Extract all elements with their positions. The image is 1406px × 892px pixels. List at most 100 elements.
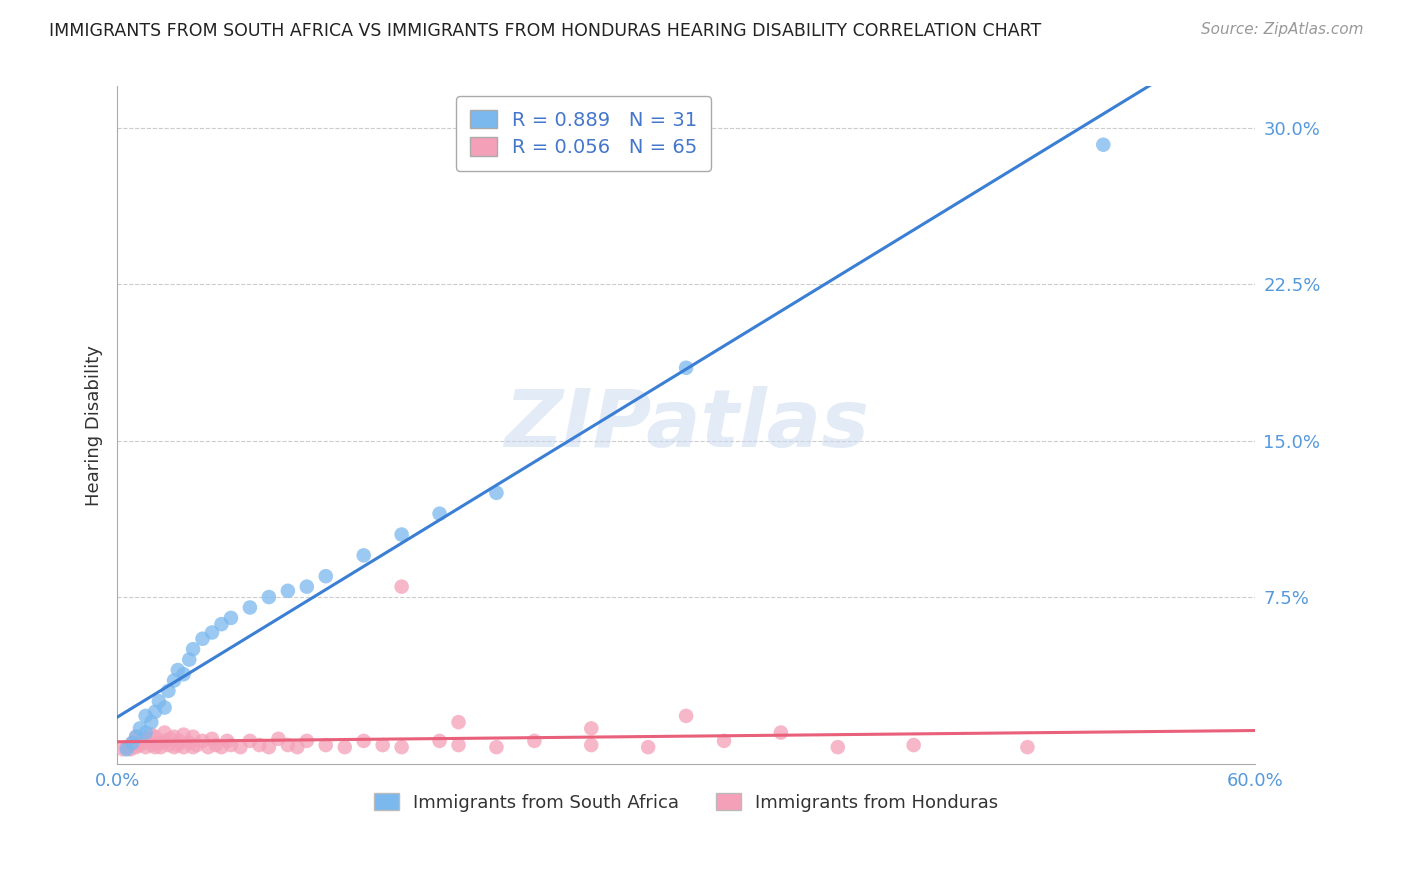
Point: [523, 734, 546, 748]
Point: [181, 740, 204, 755]
Text: ZIPatlas: ZIPatlas: [503, 386, 869, 464]
Point: [125, 730, 148, 744]
Point: [163, 740, 186, 755]
Point: [371, 738, 394, 752]
Point: [277, 738, 299, 752]
Point: [179, 736, 201, 750]
Legend: Immigrants from South Africa, Immigrants from Honduras: Immigrants from South Africa, Immigrants…: [363, 782, 1010, 822]
Point: [115, 742, 138, 756]
Point: [257, 590, 280, 604]
Point: [295, 580, 318, 594]
Point: [167, 738, 190, 752]
Point: [391, 740, 413, 755]
Point: [129, 738, 152, 752]
Point: [143, 740, 166, 755]
Point: [267, 731, 290, 746]
Point: [111, 742, 134, 756]
Point: [197, 740, 219, 755]
Point: [153, 734, 176, 748]
Point: [204, 738, 226, 752]
Point: [141, 728, 163, 742]
Y-axis label: Hearing Disability: Hearing Disability: [86, 344, 103, 506]
Text: Source: ZipAtlas.com: Source: ZipAtlas.com: [1201, 22, 1364, 37]
Point: [257, 740, 280, 755]
Point: [181, 642, 204, 657]
Point: [391, 580, 413, 594]
Point: [211, 617, 233, 632]
Point: [485, 486, 508, 500]
Point: [1092, 137, 1115, 152]
Point: [239, 734, 262, 748]
Point: [141, 738, 163, 752]
Text: IMMIGRANTS FROM SOUTH AFRICA VS IMMIGRANTS FROM HONDURAS HEARING DISABILITY CORR: IMMIGRANTS FROM SOUTH AFRICA VS IMMIGRAN…: [49, 22, 1042, 40]
Point: [229, 740, 252, 755]
Point: [186, 738, 208, 752]
Point: [447, 715, 470, 730]
Point: [149, 740, 172, 755]
Point: [217, 734, 239, 748]
Point: [713, 734, 735, 748]
Point: [121, 736, 143, 750]
Point: [581, 738, 603, 752]
Point: [675, 360, 697, 375]
Point: [129, 722, 152, 736]
Point: [157, 684, 180, 698]
Point: [581, 722, 603, 736]
Point: [191, 632, 214, 646]
Point: [239, 600, 262, 615]
Point: [353, 734, 375, 748]
Point: [201, 731, 224, 746]
Point: [163, 673, 186, 688]
Point: [295, 734, 318, 748]
Point: [1017, 740, 1039, 755]
Point: [903, 738, 925, 752]
Point: [181, 730, 204, 744]
Point: [143, 730, 166, 744]
Point: [485, 740, 508, 755]
Point: [179, 652, 201, 666]
Point: [157, 738, 180, 752]
Point: [827, 740, 849, 755]
Point: [219, 611, 242, 625]
Point: [163, 730, 186, 744]
Point: [173, 740, 195, 755]
Point: [120, 742, 142, 756]
Point: [173, 728, 195, 742]
Point: [675, 709, 697, 723]
Point: [219, 738, 242, 752]
Point: [391, 527, 413, 541]
Point: [125, 740, 148, 755]
Point: [173, 667, 195, 681]
Point: [148, 694, 170, 708]
Point: [115, 740, 138, 755]
Point: [135, 709, 157, 723]
Point: [315, 738, 337, 752]
Point: [131, 734, 153, 748]
Point: [447, 738, 470, 752]
Point: [153, 725, 176, 739]
Point: [135, 740, 157, 755]
Point: [148, 736, 170, 750]
Point: [315, 569, 337, 583]
Point: [429, 734, 451, 748]
Point: [135, 731, 157, 746]
Point: [353, 549, 375, 563]
Point: [333, 740, 356, 755]
Point: [277, 583, 299, 598]
Point: [191, 734, 214, 748]
Point: [143, 705, 166, 719]
Point: [153, 700, 176, 714]
Point: [125, 730, 148, 744]
Point: [249, 738, 271, 752]
Point: [141, 715, 163, 730]
Point: [637, 740, 659, 755]
Point: [285, 740, 308, 755]
Point: [429, 507, 451, 521]
Point: [769, 725, 792, 739]
Point: [211, 740, 233, 755]
Point: [201, 625, 224, 640]
Point: [159, 731, 181, 746]
Point: [121, 736, 143, 750]
Point: [167, 663, 190, 677]
Point: [169, 734, 191, 748]
